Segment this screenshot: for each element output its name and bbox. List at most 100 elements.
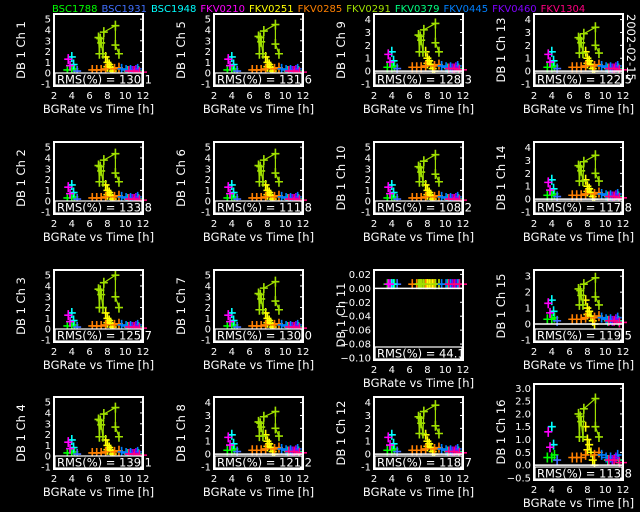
data-point	[259, 26, 268, 37]
data-point	[547, 421, 556, 432]
data-point	[274, 176, 283, 187]
data-point	[579, 279, 588, 290]
x-tick-label: 8	[104, 347, 110, 358]
data-point	[591, 168, 600, 179]
data-point	[229, 315, 238, 326]
data-point	[577, 452, 586, 463]
x-tick-label: 8	[104, 219, 110, 230]
x-tick-label: 4	[389, 91, 395, 102]
y-tick-label: 5	[205, 143, 211, 154]
x-tick-label: 10	[439, 219, 452, 230]
data-point	[577, 416, 586, 427]
data-point	[64, 182, 73, 193]
data-point	[549, 55, 558, 66]
data-point	[437, 191, 446, 202]
y-tick-label: 1	[205, 437, 211, 448]
y-tick-label: 3	[45, 419, 51, 430]
x-tick-label: 4	[389, 219, 395, 230]
data-point	[263, 61, 272, 72]
x-tick-label: 4	[69, 91, 75, 102]
x-tick-label: 8	[584, 485, 590, 496]
x-tick-label: 4	[389, 365, 395, 376]
series-BSC1931	[393, 63, 402, 74]
legend-entry: BSC1931	[101, 4, 146, 15]
data-point	[111, 40, 120, 51]
series-FKV0210	[224, 182, 235, 199]
legend-entry: FKV1304	[541, 4, 586, 15]
x-axis-label: BGRate vs Time [h]	[43, 230, 154, 244]
y-axis-label: DB 1 Ch 14	[494, 146, 508, 211]
data-point	[577, 37, 586, 48]
x-axis-label: BGRate vs Time [h]	[203, 485, 314, 499]
y-tick-label: 4	[205, 25, 211, 36]
legend-entry: FKV0210	[200, 4, 245, 15]
plot-frame	[53, 269, 144, 343]
series-FKV0291	[254, 406, 283, 442]
x-axis-label: BGRate vs Time [h]	[523, 102, 634, 116]
data-point	[111, 20, 120, 31]
plot-frame	[533, 383, 624, 481]
series-BSC1948	[227, 179, 238, 198]
data-point	[270, 63, 279, 74]
series-FKV0291	[254, 148, 283, 187]
data-point	[261, 443, 270, 454]
data-point	[553, 455, 562, 466]
y-tick-label: 0	[205, 450, 211, 461]
x-axis-label: BGRate vs Time [h]	[203, 358, 314, 372]
x-axis-label: BGRate vs Time [h]	[363, 376, 474, 390]
y-tick-label: -1	[521, 80, 531, 91]
y-tick-label: 0	[205, 197, 211, 208]
y-tick-label: 4	[45, 25, 51, 36]
data-point	[277, 63, 286, 74]
x-tick-label: 6	[86, 474, 92, 485]
data-point	[98, 48, 107, 59]
data-point	[544, 177, 553, 188]
data-point	[69, 315, 78, 326]
x-tick-label: 6	[406, 365, 412, 376]
legend-entry: FKV0379	[395, 4, 440, 15]
data-point	[271, 406, 280, 417]
x-tick-label: 2	[211, 474, 217, 485]
data-point	[99, 409, 108, 420]
data-point	[97, 37, 106, 48]
data-point	[64, 54, 73, 65]
data-point	[386, 440, 395, 451]
y-tick-label: −0.04	[340, 312, 371, 323]
data-point	[270, 191, 279, 202]
data-point	[423, 189, 432, 200]
data-point	[111, 168, 120, 179]
x-tick-label: 4	[229, 91, 235, 102]
x-tick-label: 6	[406, 219, 412, 230]
data-point	[229, 187, 238, 198]
data-point	[581, 449, 590, 460]
plot-frame	[373, 269, 464, 361]
data-point	[224, 182, 233, 193]
data-point	[581, 60, 590, 71]
x-tick-label: 12	[297, 474, 310, 485]
y-tick-label: 3	[365, 411, 371, 422]
x-tick-label: 6	[566, 91, 572, 102]
data-point	[419, 24, 428, 35]
data-point	[101, 319, 110, 330]
y-tick-label: -1	[41, 208, 51, 219]
y-tick-label: 2	[205, 175, 211, 186]
data-point	[110, 191, 119, 202]
y-tick-label: 5	[365, 143, 371, 154]
series-FKV0291	[414, 18, 443, 57]
x-tick-label: 12	[137, 474, 150, 485]
y-tick-label: 2.5	[515, 397, 531, 408]
data-point	[591, 22, 600, 33]
x-tick-label: 12	[617, 347, 630, 358]
y-tick-label: 2	[205, 424, 211, 435]
y-tick-label: 0	[525, 67, 531, 78]
y-tick-label: -1	[41, 463, 51, 474]
data-point	[227, 51, 236, 62]
series-BSC1948	[67, 307, 78, 326]
y-tick-label: 1.0	[515, 435, 531, 446]
y-tick-label: 5	[45, 271, 51, 282]
y-tick-label: -1	[521, 336, 531, 347]
data-point	[389, 187, 398, 198]
data-point	[257, 165, 266, 176]
